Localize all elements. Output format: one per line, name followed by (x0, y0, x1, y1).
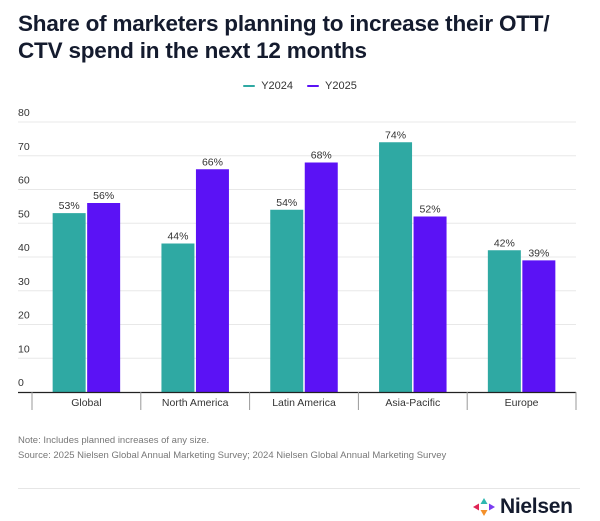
data-label-y2024-0: 53% (59, 200, 80, 212)
note-text: Note: Includes planned increases of any … (18, 435, 210, 446)
bar-chart: 0 10 20 30 40 50 60 70 80 53% 56% Global 44% 66% North… (18, 107, 577, 410)
y-tick-label-10: 10 (18, 343, 30, 355)
bar-y2025-3 (413, 216, 447, 392)
bar-y2024-2 (270, 209, 304, 392)
legend-item-y2024: Y2024 (243, 80, 293, 92)
footnotes: Note: Includes planned increases of any … (18, 434, 446, 463)
chart-title: Share of marketers planning to increase … (18, 11, 550, 63)
bar-y2024-3 (379, 142, 413, 392)
y-tick-label-30: 30 (18, 276, 30, 288)
y-tick-label-50: 50 (18, 208, 30, 220)
y-tick-label-0: 0 (18, 377, 24, 389)
y-tick-label-60: 60 (18, 175, 30, 187)
data-label-y2025-2: 68% (311, 150, 332, 162)
logo-text: Nielsen (500, 495, 573, 518)
x-tick-label-0: Global (71, 397, 101, 409)
x-tick-label-1: North America (162, 397, 229, 409)
data-label-y2024-2: 54% (276, 197, 297, 209)
bar-y2024-4 (487, 250, 521, 392)
legend-swatch-y2024 (243, 84, 256, 88)
bar-y2024-1 (161, 243, 195, 392)
data-label-y2025-3: 52% (420, 204, 441, 216)
source-text: Source: 2025 Nielsen Global Annual Marke… (18, 449, 447, 461)
nielsen-logo: Nielsen (472, 495, 573, 519)
legend-label-y2025: Y2025 (325, 80, 357, 92)
data-label-y2024-1: 44% (167, 231, 188, 243)
data-label-y2024-3: 74% (385, 129, 406, 141)
legend-swatch-y2025 (307, 84, 319, 88)
footer-divider (18, 488, 580, 489)
data-label-y2024-4: 42% (494, 237, 515, 249)
y-tick-label-80: 80 (18, 107, 30, 119)
x-tick-label-2: Latin America (272, 397, 336, 409)
legend-label-y2024: Y2024 (261, 80, 293, 92)
nielsen-arrows-icon (473, 498, 495, 516)
bar-y2025-0 (87, 203, 121, 392)
bar-y2025-4 (522, 260, 556, 392)
x-tick-label-4: Europe (505, 397, 539, 409)
x-tick-label-3: Asia-Pacific (385, 397, 440, 409)
legend: Y2024 Y2025 (0, 80, 600, 92)
bar-y2025-1 (195, 169, 229, 392)
legend-item-y2025: Y2025 (307, 80, 357, 92)
data-label-y2025-0: 56% (93, 190, 114, 202)
y-tick-label-70: 70 (18, 141, 30, 153)
bar-y2024-0 (52, 213, 86, 392)
y-tick-label-40: 40 (18, 242, 30, 254)
y-tick-label-20: 20 (18, 310, 30, 322)
bar-y2025-2 (304, 162, 338, 392)
data-label-y2025-1: 66% (202, 156, 223, 168)
data-label-y2025-4: 39% (528, 247, 549, 259)
